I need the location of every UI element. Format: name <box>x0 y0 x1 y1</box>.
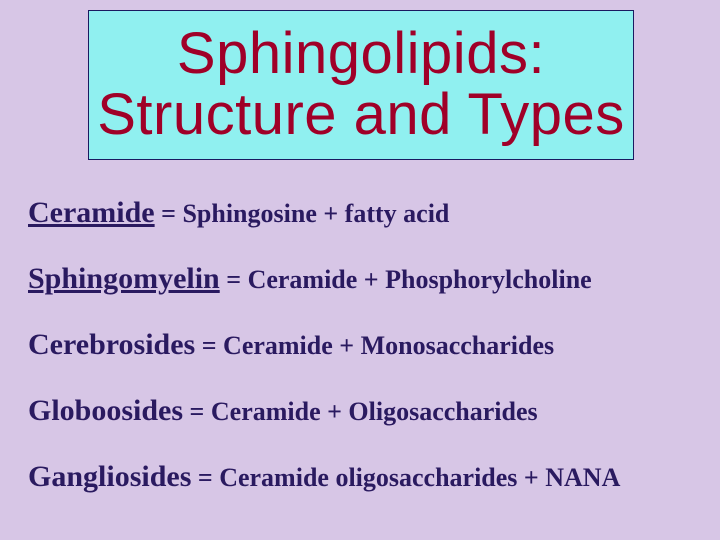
slide: Sphingolipids: Structure and Types Ceram… <box>0 0 720 540</box>
equals-sign: = <box>220 265 248 294</box>
definition-row: Cerebrosides = Ceramide + Monosaccharide… <box>28 328 620 362</box>
definition-term: Gangliosides <box>28 460 191 493</box>
definition-row: Sphingomyelin = Ceramide + Phosphorylcho… <box>28 262 620 296</box>
definition-rhs: Ceramide oligosaccharides + NANA <box>219 463 620 492</box>
equals-sign: = <box>195 331 223 360</box>
definition-row: Ceramide = Sphingosine + fatty acid <box>28 196 620 230</box>
definition-term: Sphingomyelin <box>28 262 220 295</box>
definition-rhs: Ceramide + Phosphorylcholine <box>248 265 592 294</box>
definition-row: Gangliosides = Ceramide oligosaccharides… <box>28 460 620 494</box>
definition-row: Globoosides = Ceramide + Oligosaccharide… <box>28 394 620 428</box>
equals-sign: = <box>183 397 211 426</box>
definitions-list: Ceramide = Sphingosine + fatty acidSphin… <box>28 196 620 526</box>
definition-rhs: Ceramide + Monosaccharides <box>223 331 554 360</box>
definition-term: Ceramide <box>28 196 155 229</box>
definition-term: Globoosides <box>28 394 183 427</box>
title-line-1: Sphingolipids: <box>177 24 545 85</box>
equals-sign: = <box>155 199 183 228</box>
equals-sign: = <box>191 463 219 492</box>
title-line-2: Structure and Types <box>97 85 625 146</box>
definition-term: Cerebrosides <box>28 328 195 361</box>
definition-rhs: Sphingosine + fatty acid <box>182 199 449 228</box>
definition-rhs: Ceramide + Oligosaccharides <box>211 397 538 426</box>
title-box: Sphingolipids: Structure and Types <box>88 10 634 160</box>
